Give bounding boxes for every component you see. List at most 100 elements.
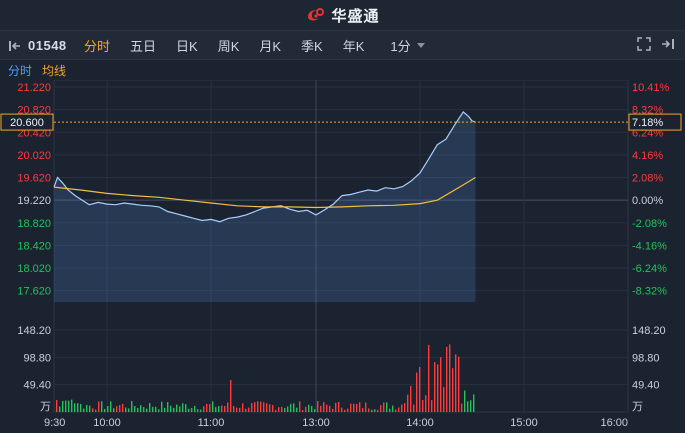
volume-bar: [320, 405, 322, 412]
pct-tick-label: 2.08%: [632, 173, 663, 185]
volume-bar: [170, 405, 172, 412]
collapse-left-icon[interactable]: [8, 40, 22, 52]
volume-bar: [254, 402, 256, 412]
volume-bar: [353, 403, 355, 412]
subtab-intraday[interactable]: 分时: [8, 63, 33, 78]
volume-bar: [101, 401, 103, 412]
volume-bar: [233, 406, 235, 412]
period-select[interactable]: 1分: [390, 36, 425, 55]
volume-bar: [209, 404, 211, 412]
volume-bar: [86, 404, 88, 412]
app-brand: 华盛通: [331, 7, 380, 25]
time-tick-label: 15:00: [510, 417, 538, 429]
volume-tick-label-right: 98.80: [632, 352, 660, 364]
volume-bar: [305, 406, 307, 412]
tab-monthly-k[interactable]: 月K: [259, 38, 282, 54]
price-tick-label: 18.020: [17, 263, 51, 275]
volume-bar: [113, 408, 115, 412]
volume-bar: [380, 405, 382, 412]
volume-bar: [167, 402, 169, 412]
volume-bar: [137, 407, 139, 412]
crosshair: 20.600 7.18%: [0, 113, 682, 131]
volume-bar: [425, 395, 427, 412]
volume-bar: [287, 406, 289, 412]
volume-bar: [263, 402, 265, 412]
volume-bar: [362, 407, 364, 412]
volume-bar: [368, 408, 370, 412]
time-tick-label: 11:00: [198, 417, 225, 429]
volume-tick-label: 49.40: [23, 380, 51, 392]
volume-unit-label-right: 万: [632, 401, 643, 413]
volume-bar: [323, 402, 325, 412]
volume-bar: [74, 403, 76, 412]
volume-bar: [56, 399, 58, 412]
price-tick-label: 17.620: [17, 286, 51, 298]
crosshair-price-label: 20.600: [10, 117, 44, 129]
time-tick-label: 13:00: [302, 417, 330, 429]
volume-bar: [116, 406, 118, 412]
collapse-right-icon[interactable]: [661, 37, 675, 51]
tab-daily-k[interactable]: 日K: [176, 38, 198, 54]
volume-bar: [92, 408, 94, 412]
volume-bar: [224, 406, 226, 412]
volume-bar: [269, 404, 271, 412]
volume-bar: [347, 408, 349, 412]
volume-bar: [395, 409, 397, 412]
chart-grid: [53, 80, 629, 413]
volume-bar: [140, 405, 142, 412]
ticker[interactable]: 01548: [8, 38, 67, 53]
period-label: 1分: [390, 38, 411, 54]
volume-bar: [329, 405, 331, 412]
price-tick-label: 19.620: [17, 173, 51, 185]
volume-bar: [461, 403, 463, 412]
volume-bar: [344, 409, 346, 412]
volume-bar: [257, 401, 259, 412]
volume-bar: [416, 372, 418, 412]
volume-bar: [350, 403, 352, 412]
tab-yearly-k[interactable]: 年K: [342, 38, 365, 54]
volume-bar: [83, 408, 85, 412]
volume-bar: [455, 354, 457, 412]
tab-five-day[interactable]: 五日: [130, 38, 157, 54]
volume-bar: [80, 403, 82, 412]
volume-bar: [458, 356, 460, 412]
volume-bar: [188, 408, 190, 412]
volume-bar: [410, 385, 412, 412]
volume-bar: [422, 399, 424, 412]
volume-bar: [185, 404, 187, 412]
volume-bar: [401, 404, 403, 412]
volume-bar: [431, 400, 433, 412]
volume-bar: [359, 402, 361, 412]
intraday-chart[interactable]: 21.220 10.41%20.820 8.32%20.420 6.24%20.020…: [0, 80, 685, 433]
volume-bar: [236, 407, 238, 412]
tab-intraday[interactable]: 分时: [84, 38, 111, 54]
volume-bar: [143, 407, 145, 412]
pct-tick-label: -6.24%: [632, 263, 667, 275]
volume-bar: [152, 406, 154, 412]
volume-bar: [131, 401, 133, 412]
volume-bar: [296, 407, 298, 412]
volume-bar: [194, 405, 196, 412]
fullscreen-icon[interactable]: [637, 37, 651, 51]
price-lines: [53, 110, 476, 223]
volume-bar: [260, 401, 262, 412]
volume-bar: [308, 404, 310, 412]
average-line: [53, 176, 476, 209]
tab-weekly-k[interactable]: 周K: [217, 38, 240, 54]
volume-bar: [98, 401, 100, 412]
volume-bar: [317, 401, 319, 412]
volume-bar: [473, 394, 475, 412]
volume-bar: [326, 404, 328, 412]
volume-bar: [428, 345, 430, 412]
volume-bar: [299, 401, 301, 412]
volume-bar: [242, 403, 244, 412]
volume-bar: [95, 409, 97, 412]
volume-bar: [89, 405, 91, 412]
volume-bar: [338, 401, 340, 412]
subtab-average[interactable]: 均线: [42, 63, 67, 78]
volume-bar: [398, 407, 400, 412]
pct-tick-label: -2.08%: [632, 218, 667, 230]
volume-bar: [335, 402, 337, 412]
tab-quarterly-k[interactable]: 季K: [301, 38, 323, 54]
time-tick-label: 16:00: [600, 417, 628, 429]
